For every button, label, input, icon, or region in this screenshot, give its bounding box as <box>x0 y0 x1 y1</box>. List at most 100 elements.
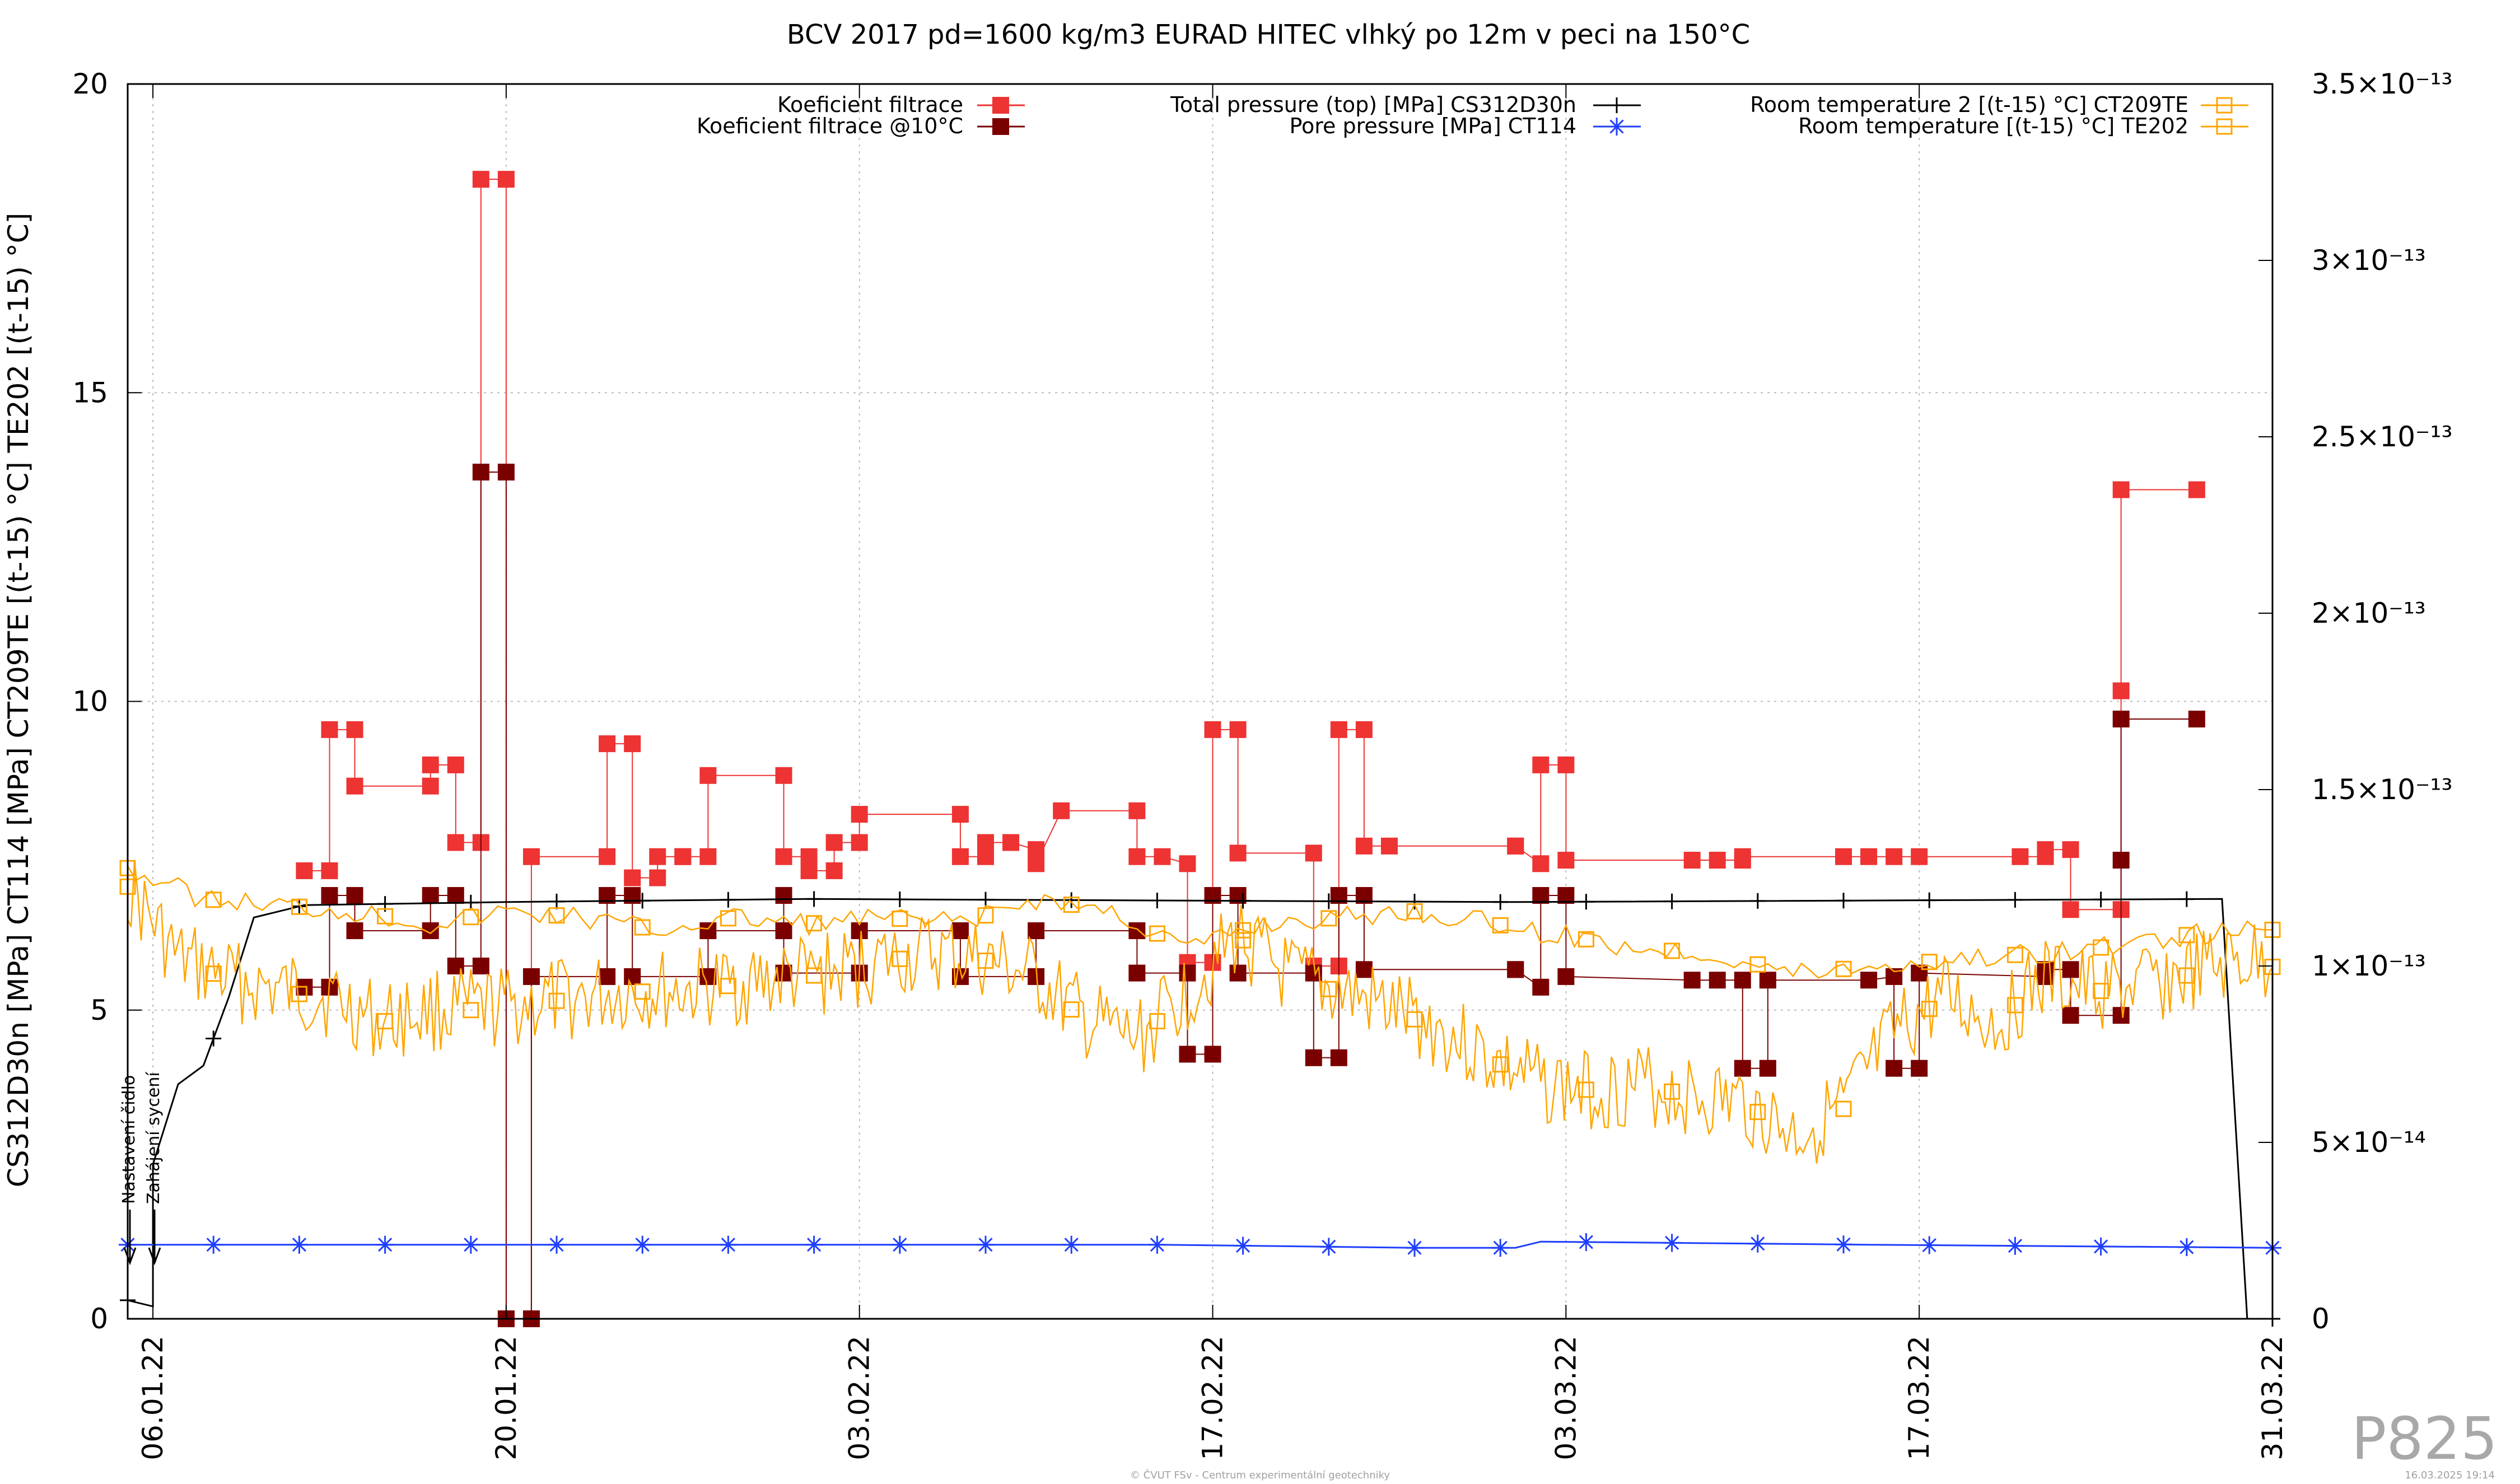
series-layer <box>119 171 2281 1327</box>
data-point <box>2112 481 2130 498</box>
data-point <box>1759 972 1776 989</box>
data-point <box>2188 711 2205 727</box>
data-point <box>1128 922 1146 939</box>
data-point <box>1053 802 1070 819</box>
data-point <box>1507 837 1524 855</box>
data-point <box>1229 721 1247 738</box>
data-point <box>1734 972 1751 989</box>
chart-title: BCV 2017 pd=1600 kg/m3 EURAD HITEC vlhký… <box>787 19 1750 50</box>
data-point <box>1028 922 1045 939</box>
data-point <box>1578 931 1594 948</box>
data-point <box>422 756 439 773</box>
data-point <box>1836 893 1851 909</box>
x-tick-label: 06.01.22 <box>137 1336 169 1460</box>
annotation-label: Zahájení sycení <box>144 1071 164 1204</box>
data-point <box>1235 932 1252 949</box>
data-point <box>674 848 692 865</box>
data-point <box>977 848 994 865</box>
series-line <box>127 860 2274 1164</box>
data-point <box>951 922 969 939</box>
data-point <box>951 848 969 865</box>
data-point <box>1664 942 1681 959</box>
data-point <box>775 922 792 939</box>
watermark-label: P825 <box>2351 1404 2498 1473</box>
series-0 <box>296 171 2205 1327</box>
data-point <box>1062 1235 1081 1254</box>
series-line <box>127 865 2272 979</box>
data-point <box>1149 925 1165 942</box>
footer-timestamp: 16.03.2025 19:14 <box>2405 1469 2495 1481</box>
data-point <box>1683 972 1701 989</box>
data-point <box>851 834 868 851</box>
data-point <box>1921 954 1938 970</box>
data-point <box>1355 721 1373 738</box>
data-point <box>1664 893 1680 909</box>
data-point <box>1148 1235 1166 1254</box>
data-point <box>291 986 307 1002</box>
data-point <box>1204 1046 1221 1063</box>
data-point <box>522 848 540 865</box>
data-point <box>806 915 823 932</box>
data-point <box>549 893 564 909</box>
data-point <box>1749 956 1766 973</box>
data-point <box>1886 1060 1903 1077</box>
data-point <box>2112 1007 2130 1024</box>
data-point <box>472 171 489 188</box>
data-point <box>1330 1049 1347 1066</box>
data-point <box>1835 848 1852 865</box>
data-point <box>1557 852 1575 869</box>
data-point <box>1305 844 1322 862</box>
data-point <box>290 1235 309 1254</box>
data-point <box>321 887 338 904</box>
data-point <box>296 862 313 879</box>
data-point <box>204 1235 223 1254</box>
data-point <box>1319 1238 1338 1256</box>
data-point <box>2216 118 2233 135</box>
data-point <box>977 1235 995 1254</box>
data-point <box>1608 118 1626 136</box>
legend-entry-label: Total pressure (top) [MPa] CS312D30n <box>1170 92 1576 117</box>
data-point <box>2112 711 2130 727</box>
data-point <box>775 767 792 784</box>
y-axis-left-title: CS312D30n [MPa] CT114 [MPa] CT209TE [(t-… <box>2 213 35 1187</box>
data-point <box>1179 855 1196 872</box>
data-point <box>2178 927 2195 944</box>
data-point <box>2006 997 2023 1014</box>
annotation-arrow <box>148 1247 161 1266</box>
data-point <box>800 848 818 865</box>
data-point <box>1911 1060 1928 1077</box>
legend-entry-label: Koeficient filtrace @10°C <box>697 114 963 138</box>
data-point <box>992 97 1009 114</box>
data-point <box>2062 1007 2079 1024</box>
data-point <box>321 862 338 879</box>
data-point <box>1860 972 1878 989</box>
data-point <box>1407 894 1422 910</box>
data-point <box>463 909 479 926</box>
axis-ticks: 06.01.22 20.01.22 03.02.22 17.02.22 03.03.22… <box>72 68 2452 1460</box>
data-point <box>422 777 439 795</box>
y-right-tick-label: 3.5×10⁻¹³ <box>2312 68 2453 100</box>
data-point <box>1149 1013 1165 1030</box>
y-left-tick-label: 15 <box>72 376 108 409</box>
y-right-tick-label: 0 <box>2312 1303 2330 1335</box>
data-point <box>1921 892 1938 908</box>
data-point <box>1709 852 1726 869</box>
data-point <box>522 968 540 985</box>
data-point <box>1063 1001 1080 1018</box>
data-point <box>1664 1083 1681 1100</box>
data-point <box>1557 968 1575 985</box>
annotations: Nastavení čidlo Zahájení sycení <box>119 1071 164 1266</box>
series-line <box>128 1240 2273 1249</box>
data-point <box>1234 1236 1252 1255</box>
data-point <box>548 907 565 924</box>
data-point <box>699 767 717 784</box>
data-point <box>1557 756 1575 773</box>
data-point <box>1028 855 1045 872</box>
data-point <box>1835 1235 1852 1254</box>
data-point <box>422 887 439 904</box>
data-point <box>1063 892 1080 908</box>
data-point <box>1734 848 1751 865</box>
data-point <box>599 968 616 985</box>
annotation-arrow <box>123 1247 137 1266</box>
